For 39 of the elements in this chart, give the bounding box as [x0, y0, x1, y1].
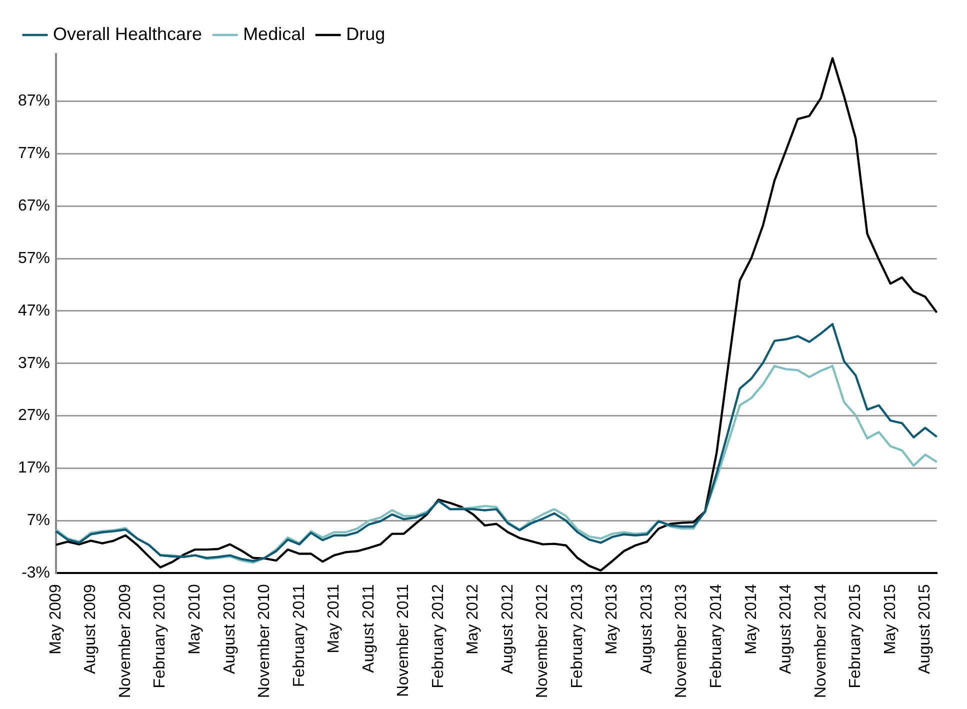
y-tick-label: 87% — [18, 92, 50, 110]
y-tick-label: 7% — [26, 512, 50, 530]
x-tick-label: May 2015 — [882, 584, 899, 654]
y-tick-label: -3% — [22, 564, 50, 582]
x-tick-label: November 2014 — [812, 584, 830, 698]
x-tick-label: May 2010 — [186, 584, 204, 654]
x-tick-label: February 2014 — [708, 584, 726, 688]
y-tick-label: 47% — [18, 302, 50, 320]
x-tick-label: May 2013 — [604, 584, 621, 654]
x-tick-label: November 2011 — [395, 584, 412, 697]
legend-label: Drug — [346, 24, 386, 44]
legend-label: Overall Healthcare — [53, 24, 202, 44]
x-tick-label: August 2011 — [360, 584, 378, 673]
legend-label: Medical — [243, 24, 306, 44]
x-tick-label: August 2010 — [221, 584, 238, 674]
y-tick-label: 57% — [18, 250, 50, 267]
x-tick-label: February 2015 — [847, 584, 864, 688]
x-tick-label: May 2012 — [464, 584, 482, 654]
x-tick-label: February 2011 — [290, 584, 308, 688]
x-tick-label: November 2012 — [534, 584, 552, 698]
x-tick-label: August 2014 — [778, 584, 795, 674]
x-tick-label: August 2009 — [82, 584, 100, 674]
x-tick-label: August 2013 — [638, 584, 656, 674]
x-tick-label: November 2009 — [116, 584, 134, 698]
x-tick-label: November 2010 — [256, 584, 274, 698]
x-tick-label: May 2009 — [47, 584, 64, 654]
x-tick-label: May 2014 — [742, 584, 760, 654]
x-tick-label: February 2012 — [430, 584, 447, 688]
y-tick-label: 17% — [18, 460, 50, 477]
y-tick-label: 77% — [18, 145, 50, 162]
x-tick-label: August 2012 — [499, 584, 516, 674]
x-tick-label: November 2013 — [673, 584, 690, 698]
x-tick-label: May 2011 — [326, 584, 343, 654]
y-tick-label: 37% — [18, 354, 50, 372]
x-tick-label: February 2013 — [568, 584, 586, 688]
x-tick-label: August 2015 — [916, 584, 934, 674]
y-tick-label: 27% — [18, 407, 50, 424]
y-tick-label: 67% — [18, 197, 50, 214]
x-tick-label: February 2010 — [152, 584, 169, 688]
